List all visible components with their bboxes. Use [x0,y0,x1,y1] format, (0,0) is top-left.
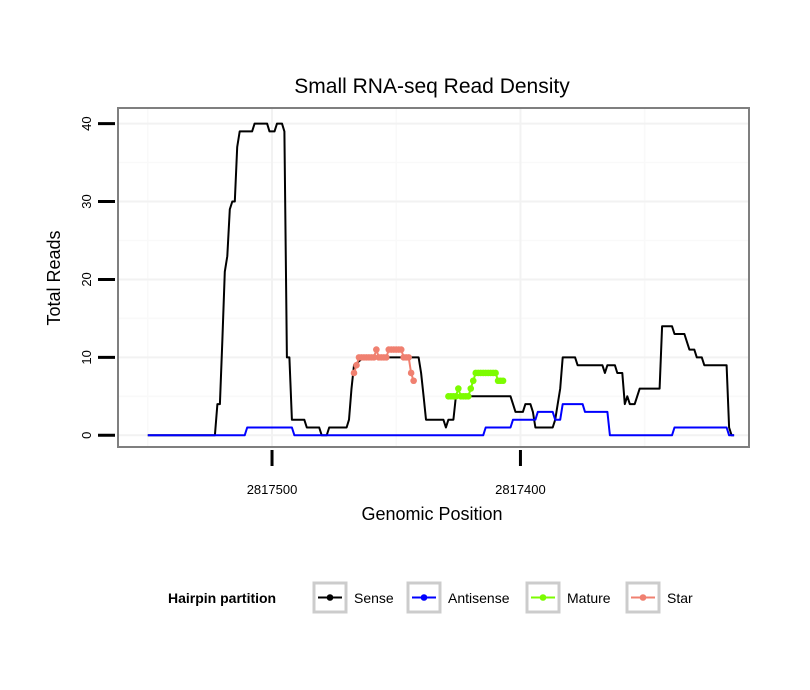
chart-title: Small RNA-seq Read Density [294,75,570,98]
legend-title: Hairpin partition [168,590,276,606]
data-point-star [407,369,415,377]
legend-label-antisense: Antisense [448,590,510,606]
series-star [350,346,417,385]
y-tick-label: 30 [79,194,94,208]
y-tick-label: 0 [79,432,94,439]
legend-label-sense: Sense [354,590,394,606]
x-axis-title: Genomic Position [361,504,502,524]
legend-key-point [326,594,334,601]
plot-panel: 0 10 20 30 40 2817500 2817400 [79,107,750,497]
data-point-star [410,377,417,385]
data-point-mature [492,369,499,377]
series-sense [147,122,735,437]
data-point-star [373,346,380,353]
data-point-mature [467,385,475,392]
y-tick-label: 10 [79,350,94,364]
legend-label-mature: Mature [567,590,611,606]
data-point-mature [452,393,460,400]
series-line-sense [147,122,735,437]
data-point-mature [469,377,477,385]
data-point-mature [455,385,462,392]
legend-label-star: Star [667,590,693,606]
legend-items: Sense Antisense Mature Star [312,581,693,614]
legend-item-antisense: Antisense [406,581,510,614]
legend-item-sense: Sense [312,581,394,614]
data-point-star [370,354,378,361]
panel-background [118,108,749,447]
panel-border [117,107,750,448]
legend-key-point [639,594,647,601]
y-tick-label: 40 [79,116,94,130]
data-point-star [405,354,412,361]
data-point-star [382,354,390,361]
legend-item-star: Star [625,581,693,614]
data-point-mature [464,393,472,400]
x-tick-label: 2817500 [247,482,298,497]
legend: Hairpin partition Sense Antisense Mature St… [168,581,693,614]
series-line-antisense [147,403,735,437]
y-tick-label: 20 [79,272,94,286]
series-mature [445,369,507,400]
series-antisense [147,403,735,437]
legend-item-mature: Mature [525,581,611,614]
y-axis-title: Total Reads [44,230,64,325]
legend-key-point [420,594,428,601]
legend-key-point [539,594,547,601]
x-tick-label: 2817400 [495,482,546,497]
data-point-star [397,346,405,353]
data-point-mature [499,377,507,385]
data-point-star [350,369,358,377]
data-point-star [353,361,360,369]
